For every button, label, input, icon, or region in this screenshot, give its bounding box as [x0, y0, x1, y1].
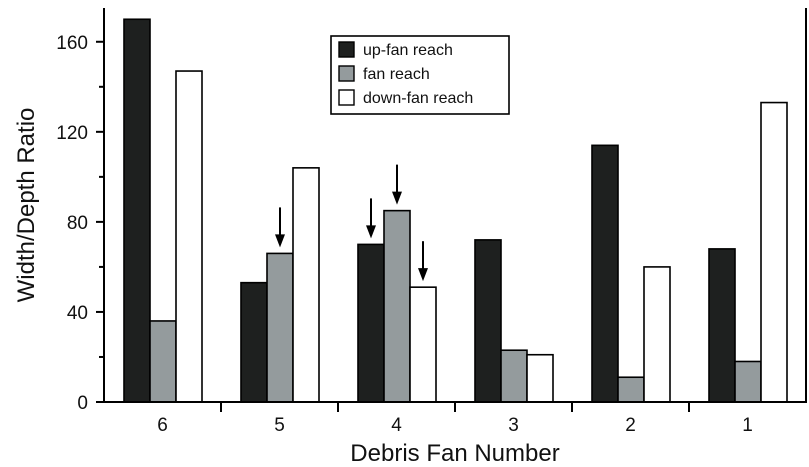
- legend-item-fan-reach: fan reach: [338, 65, 430, 83]
- bar-up-fan-reach-fan-5: [240, 281, 268, 403]
- bar-down-fan-reach-fan-1: [760, 101, 788, 403]
- bar-down-fan-reach-fan-4: [409, 286, 437, 403]
- bars-layer: [123, 18, 788, 403]
- bar-up-fan-reach-fan-2: [591, 144, 619, 403]
- x-tick-label: 1: [742, 415, 753, 436]
- arrow-annotation: [392, 164, 402, 205]
- legend-label: fan reach: [363, 66, 430, 83]
- bar-fan-reach-fan-4: [383, 209, 411, 403]
- bar-up-fan-reach-fan-4: [357, 243, 385, 403]
- bar-down-fan-reach-fan-5: [292, 167, 320, 403]
- x-tick-label: 2: [625, 415, 636, 436]
- bar-up-fan-reach-fan-6: [123, 18, 151, 403]
- y-tick-label: 80: [67, 213, 88, 234]
- x-tick-label: 3: [508, 415, 519, 436]
- legend-swatch: [338, 89, 355, 106]
- bar-fan-reach-fan-1: [734, 360, 762, 403]
- bar-up-fan-reach-fan-1: [708, 248, 736, 403]
- annotation-arrows: [275, 164, 428, 282]
- bar-up-fan-reach-fan-3: [474, 239, 502, 403]
- x-tick-label: 6: [157, 415, 168, 436]
- arrow-annotation: [366, 198, 376, 239]
- legend: up-fan reach fan reach down-fan reach: [330, 35, 510, 115]
- legend-label: down-fan reach: [363, 90, 473, 107]
- legend-box: [330, 35, 510, 115]
- bar-down-fan-reach-fan-6: [175, 70, 203, 403]
- bar-fan-reach-fan-2: [617, 376, 645, 403]
- y-tick-label: 160: [56, 33, 88, 54]
- bar-fan-reach-fan-3: [500, 349, 528, 403]
- y-tick-label: 0: [77, 393, 88, 414]
- arrow-annotation: [418, 241, 428, 282]
- bar-fan-reach-fan-6: [149, 320, 177, 403]
- legend-swatch: [338, 41, 355, 58]
- legend-label: up-fan reach: [363, 42, 453, 59]
- legend-item-down-fan-reach: down-fan reach: [338, 89, 473, 107]
- bar-down-fan-reach-fan-3: [526, 353, 554, 403]
- legend-item-up-fan-reach: up-fan reach: [338, 41, 453, 59]
- x-tick-label: 4: [391, 415, 402, 436]
- arrow-annotation: [275, 207, 285, 248]
- y-axis-title: Width/Depth Ratio: [13, 108, 40, 303]
- legend-swatch: [338, 65, 355, 82]
- y-tick-label: 120: [56, 123, 88, 144]
- y-axis: 0 40 80 120 160: [56, 33, 104, 414]
- y-tick-label: 40: [67, 303, 88, 324]
- x-axis-title: Debris Fan Number: [350, 440, 559, 467]
- bar-fan-reach-fan-5: [266, 252, 294, 403]
- x-tick-label: 5: [274, 415, 285, 436]
- bar-down-fan-reach-fan-2: [643, 266, 671, 403]
- x-axis: 6 5 4 3 2 1: [157, 402, 753, 436]
